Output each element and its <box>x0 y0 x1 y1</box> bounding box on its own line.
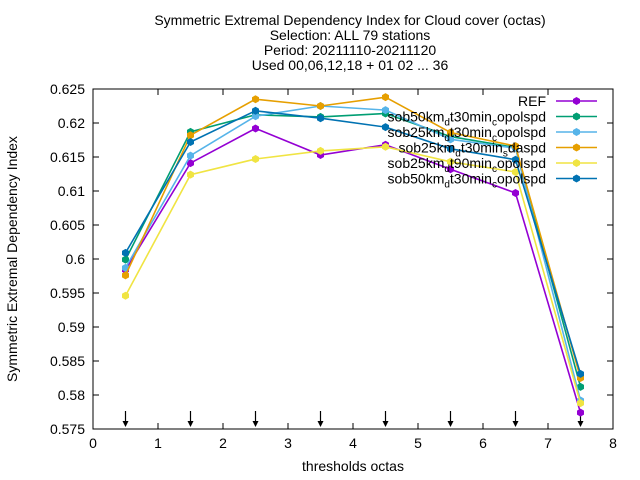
threshold-arrowhead <box>252 421 259 427</box>
threshold-arrowhead <box>447 421 454 427</box>
legend: REFsob50kmdt30mincopolspdsob25kmdt30minc… <box>388 93 597 191</box>
series-line-2 <box>124 105 582 401</box>
series-line-4 <box>124 145 582 404</box>
y-tick-label: 0.615 <box>50 149 85 165</box>
y-tick-label: 0.585 <box>50 353 85 369</box>
y-tick-label: 0.62 <box>58 115 85 131</box>
x-tick-label: 4 <box>349 435 357 451</box>
data-point <box>577 408 584 417</box>
data-point <box>252 95 259 104</box>
threshold-arrowhead <box>382 421 389 427</box>
data-point <box>447 157 454 166</box>
threshold-arrowhead <box>122 421 129 427</box>
data-point <box>512 155 519 164</box>
data-point <box>382 106 389 115</box>
legend-swatch-marker <box>573 128 580 136</box>
legend-swatch-marker <box>573 97 580 105</box>
data-point <box>252 124 259 133</box>
data-point <box>447 144 454 153</box>
data-point <box>252 106 259 115</box>
x-axis-label: thresholds octas <box>302 458 404 474</box>
series-line-5 <box>124 109 582 375</box>
data-point <box>122 248 129 257</box>
x-tick-label: 6 <box>479 435 487 451</box>
legend-swatch-marker <box>573 159 580 167</box>
data-point <box>577 382 584 391</box>
series-lines <box>122 93 584 417</box>
title-line: Selection: ALL 79 stations <box>270 27 431 43</box>
data-point <box>317 114 324 123</box>
data-point <box>187 159 194 168</box>
data-point <box>317 146 324 155</box>
data-point <box>382 142 389 151</box>
y-tick-label: 0.6 <box>66 251 86 267</box>
y-axis-label: Symmetric Extremal Dependency Index <box>4 136 20 382</box>
x-tick-label: 7 <box>544 435 552 451</box>
data-point <box>512 167 519 176</box>
chart-title: Symmetric Extremal Dependency Index for … <box>154 12 545 73</box>
data-point <box>122 291 129 300</box>
legend-swatch-marker <box>573 143 580 152</box>
data-point <box>512 142 519 151</box>
threshold-arrowhead <box>577 421 584 427</box>
data-point <box>577 399 584 408</box>
data-point <box>382 123 389 132</box>
data-point <box>187 151 194 160</box>
threshold-arrowhead <box>187 421 194 427</box>
data-point <box>447 135 454 144</box>
y-tick-label: 0.59 <box>58 319 85 335</box>
data-point <box>577 369 584 378</box>
data-point <box>252 112 259 121</box>
data-point <box>122 271 129 280</box>
threshold-arrowhead <box>317 421 324 427</box>
legend-label: sob25kmdt90mincopolspd <box>388 155 546 175</box>
data-point <box>317 102 324 110</box>
x-tick-label: 0 <box>89 435 97 451</box>
axis-ticks: 0 1 2 3 4 5 6 7 8 0.575 0.58 0.585 0.59 0.595 0.6 0.605… <box>50 81 617 451</box>
x-tick-label: 8 <box>609 435 617 451</box>
data-point <box>447 165 454 174</box>
title-line: Symmetric Extremal Dependency Index for … <box>154 12 545 28</box>
data-point <box>187 138 194 147</box>
data-point <box>512 189 519 198</box>
data-point <box>447 128 454 137</box>
legend-label: sob50kmdt30mincopolspd <box>388 109 546 129</box>
legend-label: sob50kmdt30mincopolspd <box>388 171 546 191</box>
legend-label: sob25kmdt30mincopolspd <box>388 124 546 144</box>
legend-label: sob25kmdt30minsdaspd <box>398 140 546 160</box>
y-tick-label: 0.595 <box>50 285 85 301</box>
x-tick-label: 3 <box>284 435 292 451</box>
title-line: Used 00,06,12,18 + 01 02 ... 36 <box>252 57 449 73</box>
x-tick-label: 1 <box>154 435 162 451</box>
title-line: Period: 20211110-20211120 <box>264 42 437 58</box>
legend-swatch-marker <box>573 174 580 183</box>
data-point <box>252 155 259 164</box>
y-tick-label: 0.625 <box>50 81 85 97</box>
y-tick-label: 0.605 <box>50 217 85 233</box>
y-tick-label: 0.58 <box>58 387 85 403</box>
threshold-arrowhead <box>512 421 519 427</box>
series-line-3 <box>124 96 582 379</box>
y-tick-label: 0.575 <box>50 421 85 437</box>
x-tick-label: 2 <box>219 435 227 451</box>
data-point <box>187 170 194 179</box>
y-tick-label: 0.61 <box>58 183 85 199</box>
data-point <box>122 255 129 264</box>
data-point <box>382 93 389 102</box>
data-point <box>187 131 194 140</box>
series-line-0 <box>124 127 582 413</box>
legend-label: REF <box>518 93 546 109</box>
x-tick-label: 5 <box>414 435 422 451</box>
legend-swatch-marker <box>573 112 580 121</box>
